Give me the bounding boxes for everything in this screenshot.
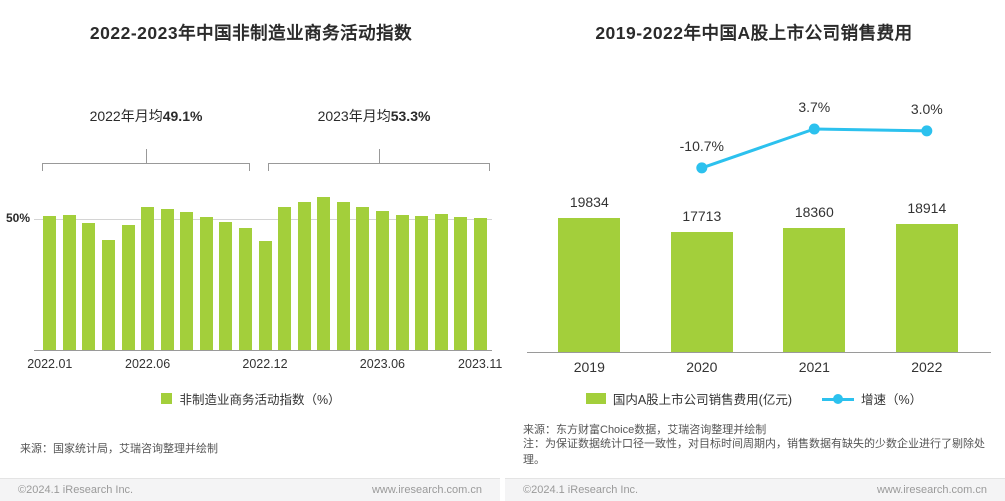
left-source-note: 来源：国家统计局，艾瑞咨询整理并绘制	[20, 443, 218, 455]
bar-2023.11	[473, 218, 487, 350]
bar-2022.03	[82, 223, 96, 350]
website-text: www.iresearch.com.cn	[876, 484, 987, 496]
right-chart-panel: 2019-2022年中国A股上市公司销售费用 19834 17713 18360 18…	[503, 0, 1005, 501]
right-data-note: 注：为保证数据统计口径一致性，对目标时间周期内，销售数据有缺失的少数企业进行了剔…	[523, 438, 985, 466]
bar-legend-swatch	[161, 393, 173, 404]
bar-2023.09	[434, 214, 448, 350]
left-x-ticks: 2022.01 2022.06 2022.12 2023.06 2023.11	[27, 357, 502, 373]
bar-value-2019: 19834	[569, 193, 609, 210]
growth-label-2020: -10.7%	[679, 137, 724, 154]
bar-2022.06	[141, 206, 155, 350]
bar-2022	[895, 223, 958, 352]
x-tick-2021: 2021	[798, 359, 830, 375]
copyright-text: ©2024.1 iResearch Inc.	[523, 484, 639, 496]
x-tick-2020: 2020	[686, 359, 718, 375]
bar-2023.08	[415, 216, 428, 350]
bar-value-2022: 18914	[907, 199, 947, 216]
bar-2023.01	[278, 207, 292, 350]
bracket-2023-group	[268, 149, 490, 171]
right-source-note: 来源：东方财富Choice数据，艾瑞咨询整理并绘制	[523, 424, 767, 436]
left-x-axis-line	[34, 350, 492, 351]
line-legend-icon	[822, 393, 855, 405]
x-tick-2023.06: 2023.06	[359, 357, 405, 371]
bar-2022.09	[199, 217, 213, 350]
y-axis-50-label: 50%	[6, 210, 31, 225]
bar-legend-label: 国内A股上市公司销售费用(亿元)	[612, 393, 793, 407]
reference-line-50	[34, 218, 492, 220]
x-tick-2023.11: 2023.11	[458, 357, 503, 371]
bar-2022.04	[102, 240, 115, 350]
bar-2022.02	[62, 214, 76, 350]
annotation-2023-value: 53.3%	[390, 108, 431, 124]
right-x-ticks: 2019 2020 2021 2022	[533, 359, 983, 377]
x-tick-2019: 2019	[573, 359, 605, 375]
bar-2022.10	[219, 222, 233, 350]
left-chart-title: 2022-2023年中国非制造业商务活动指数	[89, 23, 413, 43]
x-tick-2022.01: 2022.01	[27, 357, 73, 371]
growth-label-2022: 3.0%	[910, 100, 943, 117]
bar-2022.12	[258, 240, 272, 350]
bar-2023.06	[375, 210, 389, 350]
annotation-2022-value: 49.1%	[162, 108, 203, 124]
website-text: www.iresearch.com.cn	[371, 484, 482, 496]
bar-2023.03	[317, 197, 331, 350]
copyright-text: ©2024.1 iResearch Inc.	[18, 484, 134, 496]
right-chart-title: 2019-2022年中国A股上市公司销售费用	[595, 23, 913, 43]
bar-2022.08	[180, 212, 194, 350]
right-x-axis-line	[527, 352, 991, 353]
line-dot-2022	[921, 125, 933, 137]
x-tick-2022.06: 2022.06	[125, 357, 171, 371]
bar-legend-label: 非制造业商务活动指数（%）	[179, 393, 341, 407]
left-chart-panel: 2022-2023年中国非制造业商务活动指数 2022年月均49.1% 2023…	[0, 0, 502, 501]
annotation-2023-prefix: 2023年月均	[317, 108, 391, 124]
bar-value-2020: 17713	[682, 207, 722, 224]
bracket-2022-group	[42, 149, 250, 171]
annotation-2023-average: 2023年月均53.3%	[318, 106, 431, 126]
bar-2023.10	[454, 217, 468, 350]
bar-2023.07	[395, 214, 409, 350]
line-dot-2020	[696, 162, 708, 174]
annotation-2022-prefix: 2022年月均	[89, 108, 163, 124]
bar-2020	[670, 231, 733, 352]
bar-legend-swatch	[585, 393, 606, 404]
bar-2019	[558, 217, 621, 352]
left-legend: 非制造业商务活动指数（%）	[0, 389, 502, 408]
bar-2022.01	[43, 216, 57, 350]
growth-line-layer	[696, 123, 933, 174]
annotation-2022-average: 2022年月均49.1%	[90, 106, 203, 126]
pmi-bars-container	[40, 190, 490, 350]
bar-2023.05	[356, 207, 370, 350]
bar-2021	[783, 227, 846, 352]
sales-expense-plot: 19834 17713 18360 18914 -10.7% 3.7% 3.0%	[533, 99, 983, 352]
x-tick-2022: 2022	[911, 359, 943, 375]
line-dot-2021	[808, 123, 820, 135]
right-legend: 国内A股上市公司销售费用(亿元) 增速（%）	[503, 389, 1005, 408]
x-tick-2022.12: 2022.12	[242, 357, 288, 371]
line-legend-label: 增速（%）	[861, 393, 923, 407]
bar-value-2021: 18360	[794, 203, 834, 220]
footer-left: ©2024.1 iResearch Inc. www.iresearch.com…	[0, 478, 500, 501]
bar-2023.02	[297, 202, 311, 350]
bar-2022.05	[121, 224, 135, 350]
bar-2023.04	[336, 202, 350, 350]
growth-label-2021: 3.7%	[798, 99, 831, 115]
bar-2022.11	[238, 227, 252, 350]
bar-2022.07	[160, 208, 174, 350]
growth-line	[701, 127, 927, 170]
footer-right: ©2024.1 iResearch Inc. www.iresearch.com…	[505, 478, 1005, 501]
